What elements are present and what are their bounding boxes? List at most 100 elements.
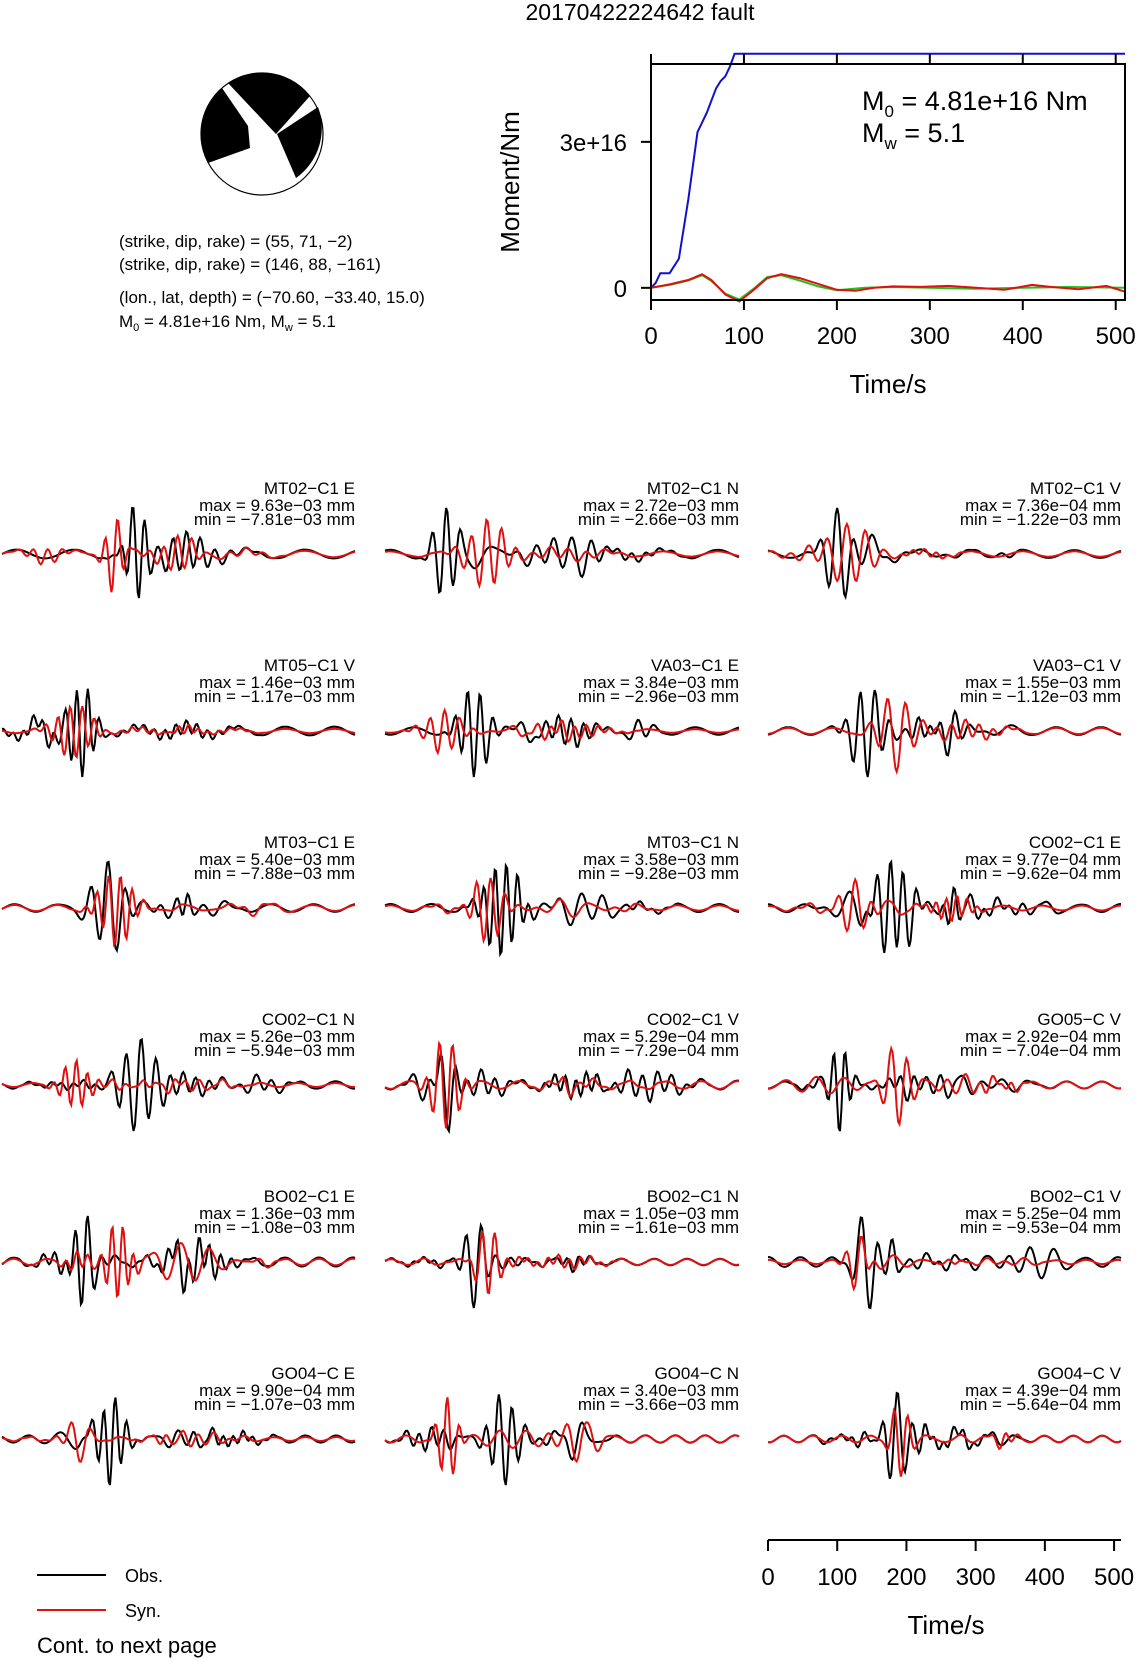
trace-max-label: max = 3.58e−03 mm [583, 850, 739, 869]
trace-min-label: min = −2.66e−03 mm [578, 510, 739, 529]
event-parameters: (strike, dip, rake) = (55, 71, −2) (stri… [119, 232, 425, 334]
observed-trace [384, 1221, 740, 1309]
synthetic-trace [1, 518, 356, 593]
station-label: MT05−C1 V [264, 656, 356, 675]
trace-min-label: min = −9.28e−03 mm [578, 864, 739, 883]
trace-max-label: max = 2.72e−03 mm [583, 496, 739, 515]
observed-trace [384, 1052, 739, 1135]
trace-max-label: max = 1.46e−03 mm [199, 673, 355, 692]
param-line-3: (lon., lat, depth) = (−70.60, −33.40, 15… [119, 288, 425, 307]
trace-min-label: min = −7.29e−04 mm [578, 1041, 739, 1060]
moment-xtick-label: 100 [724, 323, 764, 350]
moment-series-group [650, 52, 1126, 303]
focal-mechanism [200, 72, 324, 196]
focal-mechanism-compressional-nw [200, 88, 250, 163]
observed-trace [384, 507, 740, 595]
trace-min-label: min = −1.17e−03 mm [194, 687, 355, 706]
trace-max-label: max = 5.40e−03 mm [199, 850, 355, 869]
trace-max-label: max = 1.36e−03 mm [199, 1204, 355, 1223]
station-label: BO02−C1 N [647, 1187, 739, 1206]
trace-min-label: min = −7.81e−03 mm [194, 510, 355, 529]
station-label: GO05−C V [1037, 1010, 1121, 1029]
synthetic-trace [767, 697, 1122, 776]
focal-mechanism-compressional-ne [228, 72, 310, 134]
param-line-4: M0 = 4.81e+16 Nm, Mw = 5.1 [119, 312, 336, 334]
station-label: GO04−C E [271, 1364, 355, 1383]
synthetic-trace [1, 1057, 355, 1109]
moment-xtick-label: 200 [817, 323, 857, 350]
station-label: VA03−C1 V [1033, 656, 1122, 675]
station-label: GO04−C N [654, 1364, 739, 1383]
param-line-2: (strike, dip, rake) = (146, 88, −161) [119, 255, 381, 274]
trace-min-label: min = −5.94e−03 mm [194, 1041, 355, 1060]
moment-xlabel: Time/s [849, 369, 926, 399]
moment-plot-frame [650, 63, 1126, 301]
station-label: CO02−C1 N [262, 1010, 355, 1029]
synthetic-trace [384, 707, 740, 756]
trace-min-label: min = −3.66e−03 mm [578, 1395, 739, 1414]
moment-series-syn [650, 273, 1126, 303]
trace-max-label: max = 9.63e−03 mm [199, 496, 355, 515]
trace-min-label: min = −9.62e−04 mm [960, 864, 1121, 883]
station-label: MT02−C1 N [647, 479, 739, 498]
station-label: MT02−C1 E [264, 479, 355, 498]
trace-min-label: min = −1.61e−03 mm [578, 1218, 739, 1237]
trace-max-label: max = 7.36e−04 mm [965, 496, 1121, 515]
page-title: 20170422224642 fault [526, 0, 756, 25]
waveform-xlabel: Time/s [907, 1610, 984, 1640]
trace-max-label: max = 1.05e−03 mm [583, 1204, 739, 1223]
station-label: MT03−C1 E [264, 833, 355, 852]
moment-ytick-label: 0 [614, 276, 627, 303]
trace-min-label: min = −7.88e−03 mm [194, 864, 355, 883]
station-label: MT02−C1 V [1030, 479, 1122, 498]
trace-max-label: max = 4.39e−04 mm [965, 1381, 1121, 1400]
synthetic-trace [767, 1407, 1122, 1477]
moment-mw-label: Mw = 5.1 [862, 118, 965, 153]
synthetic-trace [768, 1235, 1122, 1292]
trace-min-label: min = −1.08e−03 mm [194, 1218, 355, 1237]
synthetic-trace [384, 517, 740, 590]
waveform-xtick-label: 300 [956, 1564, 996, 1591]
observed-trace [767, 1050, 1122, 1132]
legend: Obs. Syn. [37, 1566, 163, 1621]
moment-axis-ticks: 0 100 200 300 400 500 0 3e+16 [560, 54, 1136, 350]
moment-xtick-label: 0 [644, 323, 657, 350]
observed-trace [768, 1216, 1122, 1310]
legend-syn-label: Syn. [125, 1601, 161, 1621]
station-label: CO02−C1 E [1029, 833, 1121, 852]
moment-ylabel: Moment/Nm [495, 111, 525, 253]
trace-min-label: min = −1.12e−03 mm [960, 687, 1121, 706]
synthetic-trace [767, 521, 1122, 583]
station-label: CO02−C1 V [647, 1010, 740, 1029]
synthetic-trace [1, 1420, 356, 1463]
trace-min-label: min = −1.07e−03 mm [194, 1395, 355, 1414]
waveform-xtick-label: 100 [817, 1564, 857, 1591]
synthetic-trace [767, 876, 1122, 934]
synthetic-trace [384, 877, 740, 945]
trace-min-label: min = −2.96e−03 mm [578, 687, 739, 706]
station-label: GO04−C V [1037, 1364, 1121, 1383]
synthetic-trace [384, 1040, 740, 1129]
waveform-xtick-label: 400 [1025, 1564, 1065, 1591]
moment-ytick-label: 3e+16 [560, 130, 627, 157]
trace-max-label: max = 5.29e−04 mm [583, 1027, 739, 1046]
moment-xtick-label: 400 [1003, 323, 1043, 350]
waveform-xtick-label: 200 [886, 1564, 926, 1591]
